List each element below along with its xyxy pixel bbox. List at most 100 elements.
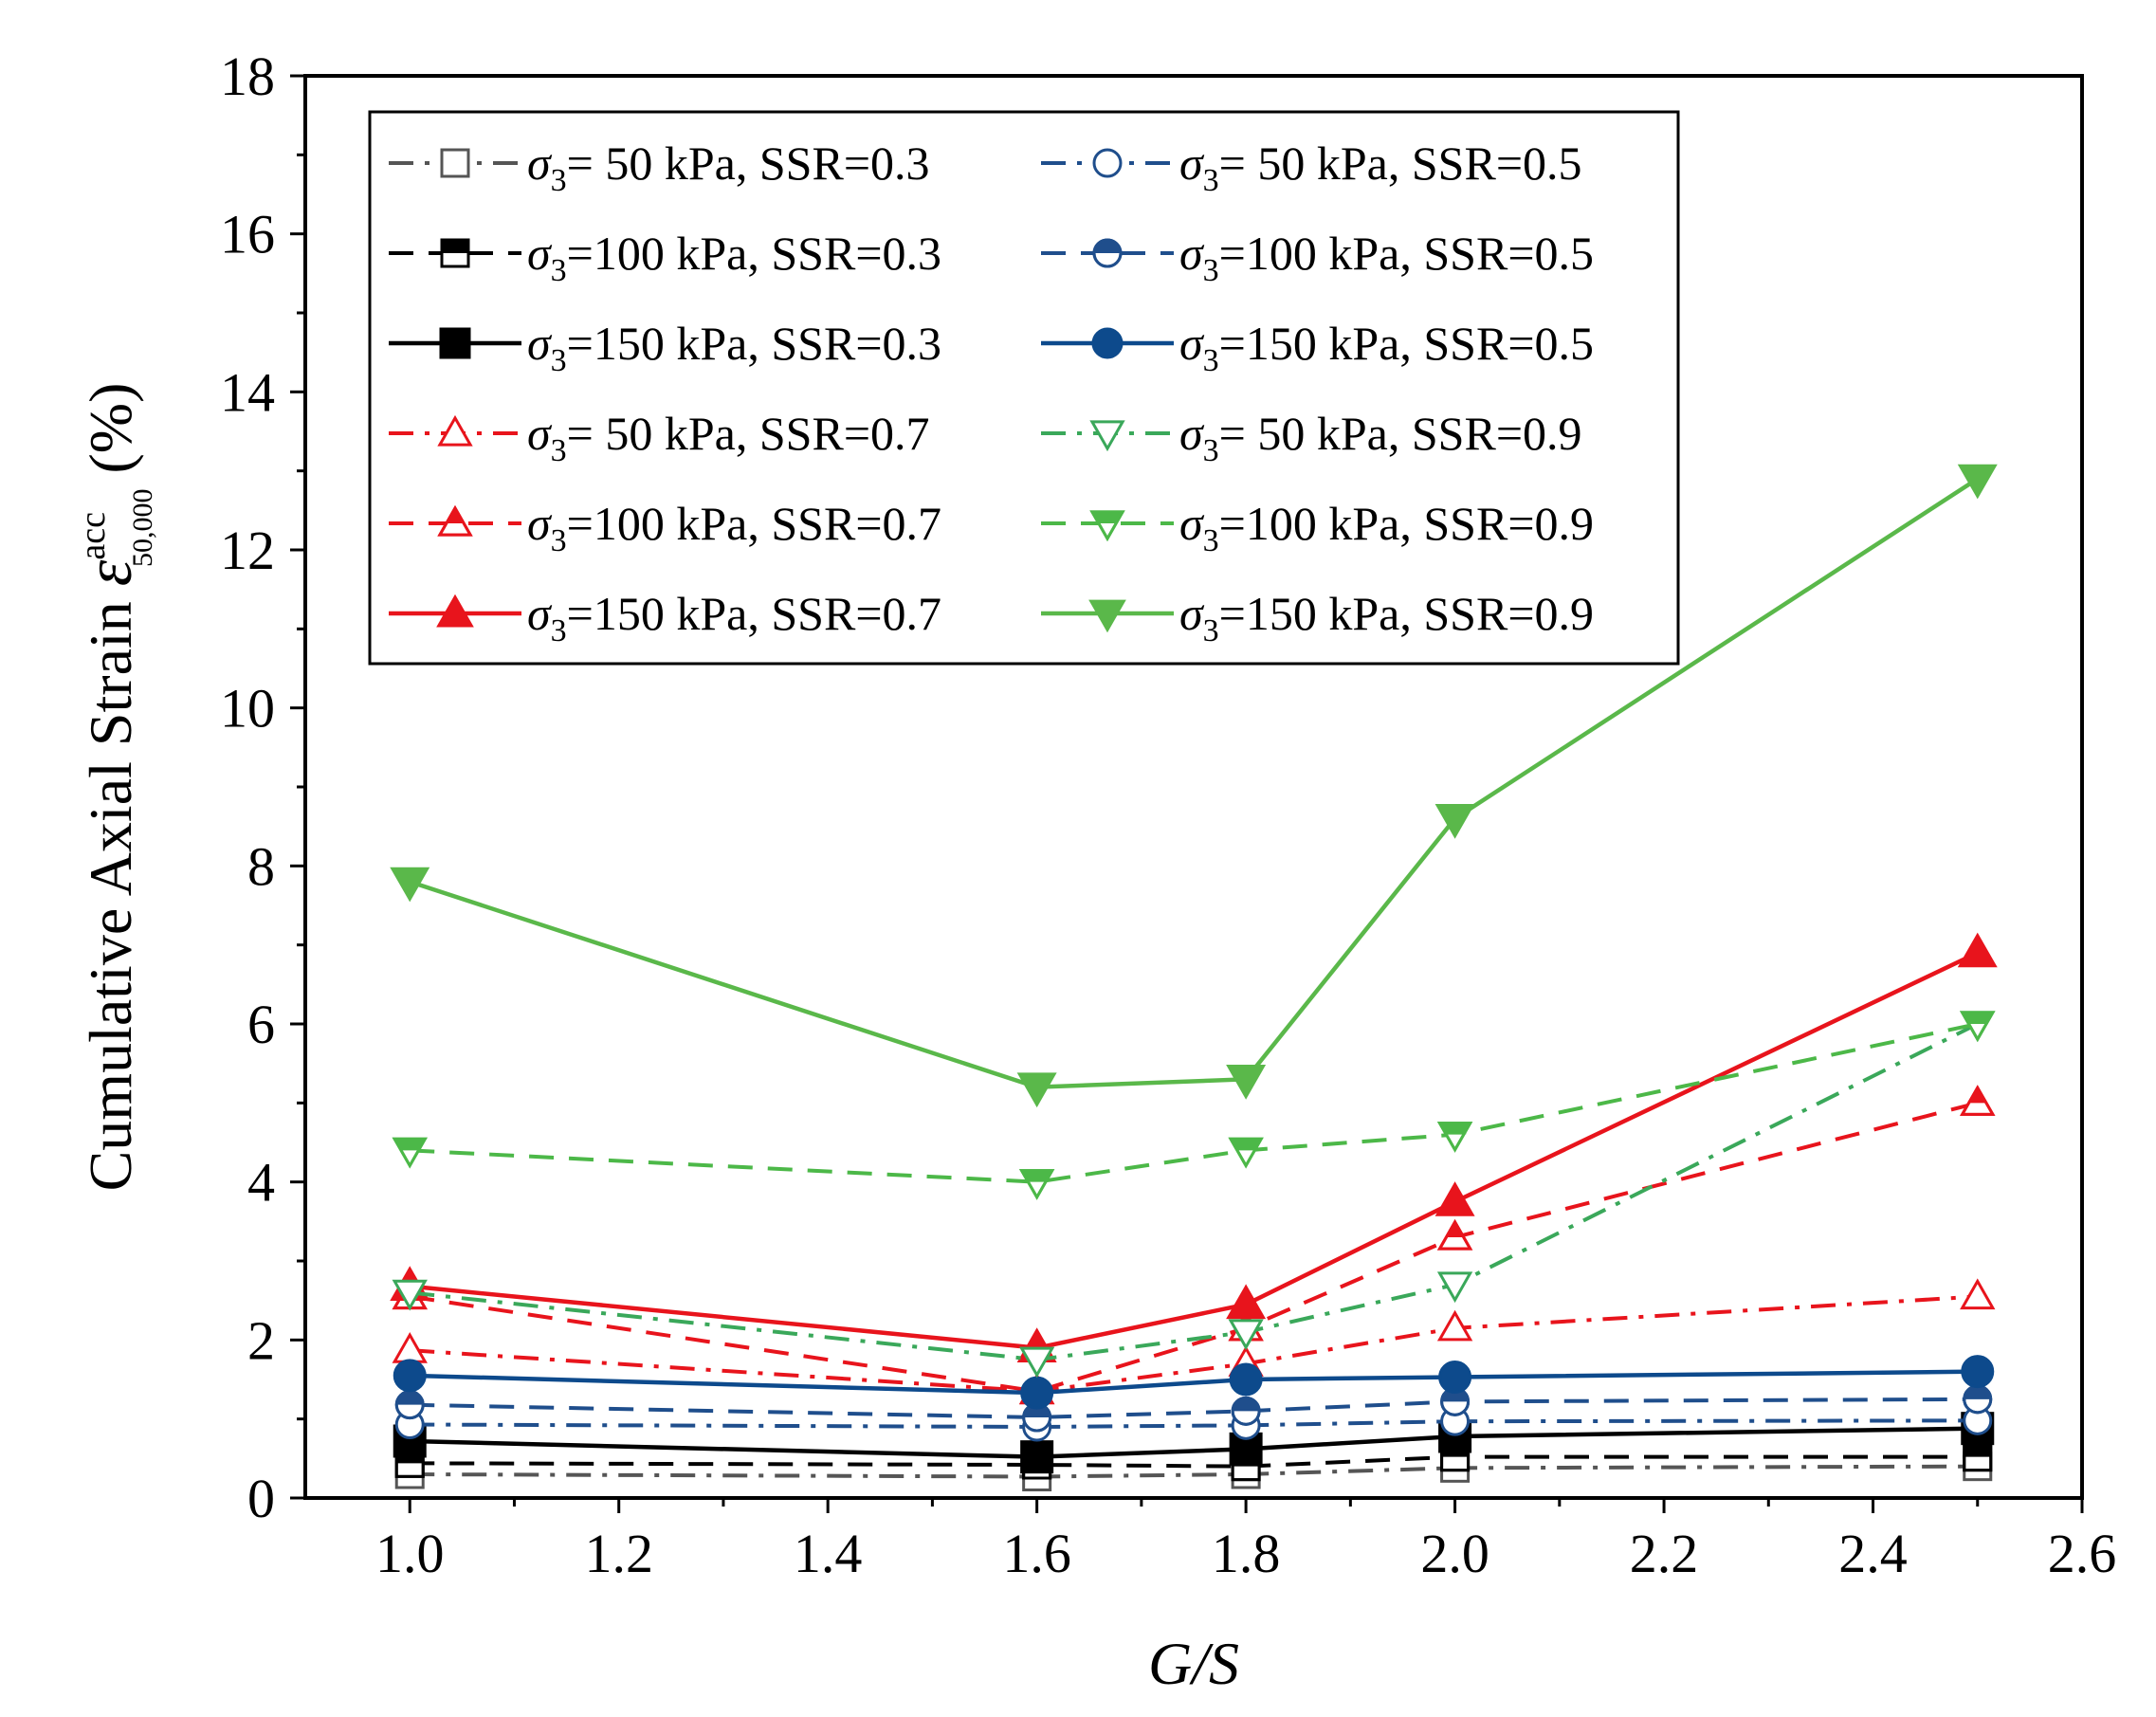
data-point-outline: [1228, 1137, 1264, 1169]
data-point-half-fill: [1231, 1139, 1262, 1151]
legend-box: [368, 110, 1680, 666]
data-point-marker: [1961, 1355, 1995, 1389]
data-point-marker: [1089, 420, 1125, 452]
data-point-half-fill: [442, 240, 468, 253]
x-tick-label: 2.4: [1838, 1523, 1908, 1584]
x-tick-label: 1.8: [1212, 1523, 1281, 1584]
data-point-marker: [1226, 1065, 1267, 1100]
series-group: [393, 1355, 1995, 1410]
data-point-marker: [1020, 1440, 1054, 1474]
legend: σ3= 50 kPa, SSR=0.3 σ3= 50 kPa, SSR=0.5 σ3…: [368, 110, 1680, 666]
legend-label: σ3= 50 kPa, SSR=0.9: [1179, 407, 1582, 468]
data-point-outline: [1092, 238, 1123, 268]
data-point-outline: [1089, 510, 1125, 542]
data-point-marker: [1092, 148, 1123, 178]
x-axis-title: G/S: [1148, 1630, 1239, 1697]
data-point-marker: [437, 414, 473, 447]
data-point-marker: [392, 1279, 428, 1311]
data-point-marker: [1228, 1319, 1264, 1351]
legend-label: σ3=150 kPa, SSR=0.9: [1179, 587, 1594, 648]
legend-item: σ3=100 kPa, SSR=0.9: [1041, 497, 1594, 558]
data-point-marker: [1020, 1376, 1054, 1410]
legend-label: σ3=150 kPa, SSR=0.5: [1179, 317, 1594, 378]
legend-label: σ3=150 kPa, SSR=0.3: [527, 317, 941, 378]
x-tick-label: 2.2: [1630, 1523, 1699, 1584]
data-point-outline: [1436, 1122, 1473, 1153]
x-tick-label: 1.2: [584, 1523, 653, 1584]
x-tick-label: 2.0: [1420, 1523, 1489, 1584]
data-point-outline: [1960, 1085, 1996, 1116]
x-tick-label: 1.0: [375, 1523, 445, 1584]
series-group: [390, 464, 1998, 1108]
data-point-outline: [440, 238, 470, 268]
legend-label: σ3= 50 kPa, SSR=0.3: [527, 137, 930, 198]
data-point-marker: [390, 867, 430, 903]
data-point-half-fill: [1962, 1012, 1993, 1024]
data-point-marker: [1091, 327, 1124, 359]
series-line: [410, 1454, 1978, 1469]
legend-item: σ3=100 kPa, SSR=0.5: [1041, 227, 1594, 288]
data-point-half-fill: [1968, 1087, 1986, 1104]
data-point-half-fill: [1964, 1443, 1991, 1457]
data-point-half-fill: [394, 1139, 426, 1151]
data-point-outline: [1436, 1218, 1473, 1251]
data-point-outline: [1018, 1169, 1055, 1200]
series-group: [392, 1011, 1996, 1200]
legend-label: σ3=100 kPa, SSR=0.7: [527, 497, 941, 558]
data-point-marker: [1018, 1346, 1055, 1379]
legend-item: σ3=100 kPa, SSR=0.3: [389, 227, 941, 288]
data-point-outline: [392, 1137, 428, 1169]
data-point-marker: [1438, 1361, 1472, 1394]
data-point-half-fill: [1091, 511, 1124, 523]
data-point-marker: [1434, 804, 1475, 839]
y-tick-label: 12: [220, 520, 275, 581]
legend-label: σ3=100 kPa, SSR=0.9: [1179, 497, 1594, 558]
data-point-marker: [440, 148, 470, 178]
data-point-marker: [1088, 599, 1126, 633]
ticks-layer: 1.0 1.2 1.4 1.6 1.8 2.0 2.2 2.4 2.6 0 2 4 6 8 10 12 14 16…: [220, 46, 2116, 1584]
y-tick-label: 18: [220, 46, 275, 107]
data-point-marker: [1960, 1278, 1996, 1310]
data-point-outline: [1231, 1396, 1261, 1426]
data-point-marker: [1957, 932, 1998, 968]
data-point-outline: [437, 504, 473, 537]
legend-label: σ3=100 kPa, SSR=0.5: [1179, 227, 1594, 288]
data-point-half-fill: [1021, 1170, 1052, 1182]
x-tick-label: 2.6: [2048, 1523, 2117, 1584]
data-point-marker: [1436, 1271, 1473, 1304]
legend-item: σ3=100 kPa, SSR=0.7: [389, 497, 941, 558]
data-point-marker: [1016, 1072, 1057, 1108]
data-point-marker: [439, 327, 471, 359]
x-tick-label: 1.6: [1002, 1523, 1071, 1584]
plot-frame: [303, 74, 2084, 1500]
data-point-half-fill: [1446, 1221, 1464, 1237]
legend-item: σ3= 50 kPa, SSR=0.9: [1041, 407, 1582, 468]
y-tick-label: 8: [247, 835, 275, 897]
legend-item: σ3=150 kPa, SSR=0.7: [389, 587, 941, 648]
data-point-outline: [1960, 1011, 1996, 1043]
data-point-marker: [1436, 1309, 1473, 1342]
y-tick-label: 2: [247, 1309, 275, 1371]
legend-item: σ3=150 kPa, SSR=0.5: [1041, 317, 1594, 378]
y-axis-title: Cumulative Axial Strain εacc 50,000 (%): [73, 383, 158, 1192]
data-point-marker: [1226, 1284, 1267, 1320]
legend-item: σ3=150 kPa, SSR=0.3: [389, 317, 941, 378]
y-tick-label: 6: [247, 994, 275, 1055]
legend-label: σ3= 50 kPa, SSR=0.7: [527, 407, 930, 468]
legend-item: σ3=150 kPa, SSR=0.9: [1041, 587, 1594, 648]
legend-item: σ3= 50 kPa, SSR=0.7: [389, 407, 930, 468]
data-point-half-fill: [446, 507, 465, 523]
legend-label: σ3=100 kPa, SSR=0.3: [527, 227, 941, 288]
legend-item: σ3= 50 kPa, SSR=0.3: [389, 137, 930, 198]
data-point-marker: [393, 1359, 427, 1393]
legend-label: σ3=150 kPa, SSR=0.7: [527, 587, 941, 648]
data-point-marker: [436, 594, 474, 628]
y-tick-label: 4: [247, 1152, 275, 1214]
y-tick-label: 14: [220, 361, 275, 423]
x-tick-label: 1.4: [794, 1523, 863, 1584]
data-point-marker: [1957, 464, 1998, 500]
legend-item: σ3= 50 kPa, SSR=0.5: [1041, 137, 1582, 198]
y-tick-label: 16: [220, 204, 275, 265]
legend-label: σ3= 50 kPa, SSR=0.5: [1179, 137, 1582, 198]
data-point-half-fill: [1439, 1123, 1471, 1135]
